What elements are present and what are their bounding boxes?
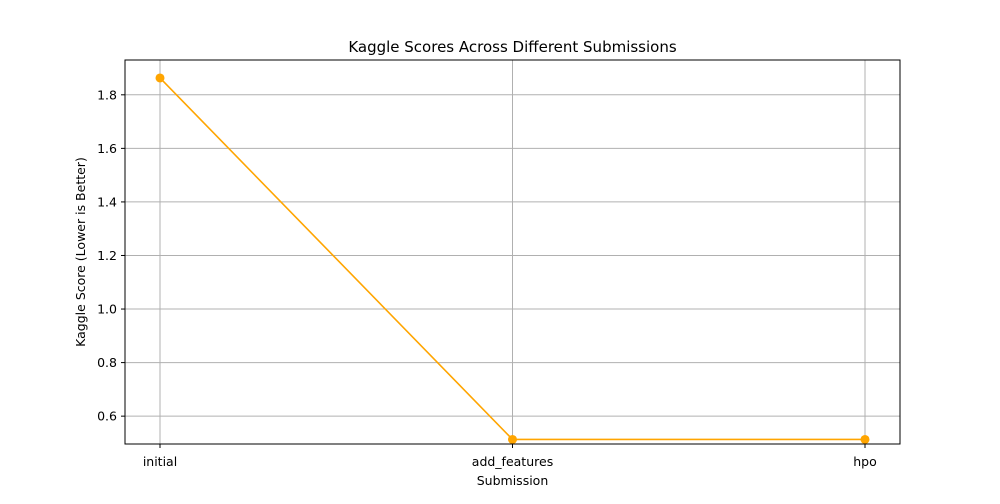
x-tick-label: add_features bbox=[472, 454, 553, 469]
data-point bbox=[155, 73, 165, 83]
y-tick-label: 0.8 bbox=[97, 355, 117, 370]
y-tick-label: 1.4 bbox=[97, 194, 117, 209]
y-tick-label: 1.6 bbox=[97, 141, 117, 156]
y-tick-label: 0.6 bbox=[97, 409, 117, 424]
y-tick-label: 1.0 bbox=[97, 302, 117, 317]
grid-layer bbox=[125, 60, 900, 444]
ticks-layer: 0.6 0.8 1.0 1.2 1.4 1.6 1.8 initial add_features… bbox=[97, 87, 877, 469]
data-point bbox=[860, 434, 870, 444]
x-tick-label: initial bbox=[143, 454, 177, 469]
y-tick-label: 1.2 bbox=[97, 248, 117, 263]
chart-title: Kaggle Scores Across Different Submissio… bbox=[348, 38, 677, 56]
series-layer bbox=[155, 73, 870, 444]
x-axis-label: Submission bbox=[477, 473, 549, 488]
x-tick-label: hpo bbox=[853, 454, 877, 469]
y-tick-label: 1.8 bbox=[97, 87, 117, 102]
y-axis-label: Kaggle Score (Lower is Better) bbox=[73, 157, 88, 347]
data-point bbox=[508, 434, 517, 444]
